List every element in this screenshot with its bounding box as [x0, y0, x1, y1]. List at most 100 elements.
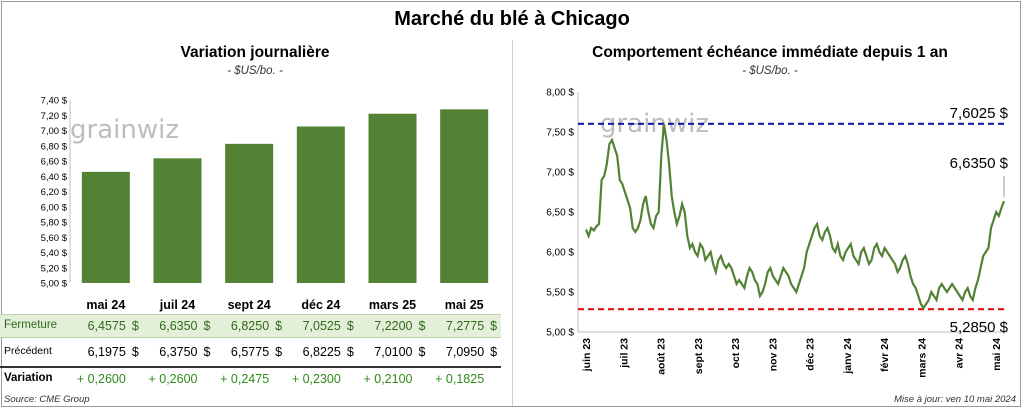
line-y-tick-label: 8,00 $	[546, 88, 574, 99]
closing-row: Fermeture 6,4575 $6,6350 $6,8250 $7,0525 $7,…	[0, 314, 501, 338]
bar-y-tick-label: 5,80 $	[41, 218, 68, 229]
line-chart: 5,00 $ 5,50 $ 6,00 $ 6,50 $ 7,00 $ 7,50 $ 8,00…	[546, 88, 1009, 378]
line-x-tick-label: déc 23	[805, 338, 817, 371]
previous-value: 6,5775	[230, 345, 270, 359]
line-y-axis: 5,00 $ 5,50 $ 6,00 $ 6,50 $ 7,00 $ 7,50 $ 8,00…	[546, 88, 1008, 339]
line-x-tick-label: août 23	[656, 338, 668, 375]
bar-x-tick-label: mai 25	[445, 298, 484, 312]
variation-row: Variation + 0,2600 + 0,2600 + 0,2475 + 0,23…	[0, 366, 501, 390]
variation-value: + 0,2600	[76, 372, 126, 386]
update-note: Mise à jour: ven 10 mai 2024	[894, 394, 1016, 405]
last-price-label: 6,6350 $	[950, 155, 1009, 172]
variation-value: + 0,2300	[291, 372, 341, 386]
bar-x-tick-label: juil 24	[159, 298, 195, 312]
bar-y-tick-label: 7,00 $	[41, 126, 68, 137]
bar-y-tick-label: 5,60 $	[41, 233, 68, 244]
bar	[440, 109, 489, 283]
line-x-tick-label: oct 23	[730, 338, 742, 369]
line-chart-title: Comportement échéance immédiate depuis 1…	[592, 44, 948, 61]
closing-value-currency: $	[490, 319, 498, 333]
closing-value: 6,4575	[87, 319, 126, 333]
closing-value: 6,6350	[159, 319, 198, 333]
bar-y-tick-label: 5,20 $	[41, 263, 68, 274]
line-y-tick-label: 6,50 $	[546, 208, 574, 219]
bar-chart-title: Variation journalière	[180, 44, 330, 61]
line-x-tick-label: avr 24	[954, 338, 966, 369]
bar-x-tick-label: sept 24	[228, 298, 271, 312]
bar	[81, 171, 130, 283]
source-note: Source: CME Group	[4, 394, 90, 405]
line-x-tick-label: juil 23	[618, 338, 630, 369]
bar-x-labels: mai 24 juil 24 sept 24 déc 24 mars 25 mai 25	[86, 298, 483, 312]
line-y-tick-label: 7,50 $	[546, 128, 574, 139]
closing-row-label: Fermeture	[4, 319, 58, 331]
high-label: 7,6025 $	[950, 105, 1009, 122]
main-title: Marché du blé à Chicago	[394, 8, 630, 30]
bar-y-axis: 5,00 $ 5,20 $ 5,40 $ 5,60 $ 5,80 $ 6,00 $ 6,20…	[41, 96, 71, 290]
bar-chart-subtitle: - $US/bo. -	[227, 65, 283, 77]
previous-value: 6,3750	[159, 345, 198, 359]
bar-x-tick-label: déc 24	[301, 298, 340, 312]
line-x-labels: juin 23 juil 23 août 23 sept 23 oct 23 nov 23…	[581, 338, 1003, 378]
variation-value: + 0,1825	[435, 372, 485, 386]
bar-chart: 5,00 $ 5,20 $ 5,40 $ 5,60 $ 5,80 $ 6,00 $ 6,20…	[41, 96, 489, 312]
line-chart-subtitle: - $US/bo. -	[742, 65, 798, 77]
bar	[368, 113, 417, 283]
reference-lines	[578, 122, 1008, 311]
closing-value-currency: $	[275, 319, 283, 333]
previous-value-currency: $	[131, 345, 139, 359]
bar-x-tick-label: mars 25	[369, 298, 416, 312]
line-x-tick-label: sept 23	[693, 338, 705, 374]
previous-value-currency: $	[346, 345, 354, 359]
variation-value: + 0,2100	[363, 372, 413, 386]
bar	[153, 158, 202, 283]
previous-value: 6,8225	[302, 345, 341, 359]
closing-value-currency: $	[418, 319, 426, 333]
bar-y-tick-label: 5,40 $	[41, 248, 68, 259]
previous-value: 7,0950	[445, 345, 485, 359]
previous-value-currency: $	[490, 345, 498, 359]
closing-value: 7,2775	[445, 319, 485, 333]
bar-y-tick-label: 6,40 $	[41, 172, 68, 183]
previous-row-label: Précédent	[4, 345, 52, 357]
previous-value: 6,1975	[87, 345, 126, 359]
bar-y-tick-label: 6,00 $	[41, 202, 68, 213]
closing-value: 7,2200	[374, 319, 413, 333]
bar-y-tick-label: 7,20 $	[41, 111, 68, 122]
variation-value: + 0,2600	[148, 372, 198, 386]
closing-value-currency: $	[346, 319, 354, 333]
variation-value: + 0,2475	[220, 372, 270, 386]
bar-watermark: grainwiz	[70, 115, 179, 145]
bar-y-tick-label: 7,40 $	[41, 96, 68, 107]
bar-y-tick-label: 6,80 $	[41, 141, 68, 152]
closing-value: 7,0525	[302, 319, 341, 333]
closing-value-currency: $	[131, 319, 139, 333]
previous-row: Précédent 6,1975 $6,3750 $6,5775 $6,8225 $7,…	[0, 341, 501, 363]
low-label: 5,2850 $	[950, 319, 1009, 336]
line-y-tick-label: 6,00 $	[546, 248, 574, 259]
panel-divider	[512, 40, 513, 406]
bar-x-tick-label: mai 24	[86, 298, 125, 312]
bar-y-tick-label: 6,60 $	[41, 157, 68, 168]
bar-y-tick-label: 5,00 $	[41, 279, 68, 290]
previous-value: 7,0100	[374, 345, 413, 359]
previous-value-currency: $	[203, 345, 211, 359]
bar-series	[81, 109, 489, 283]
line-y-tick-label: 5,00 $	[546, 328, 574, 339]
line-x-tick-label: mars 24	[916, 338, 928, 378]
line-x-tick-label: janv 24	[842, 338, 854, 375]
line-y-tick-label: 5,50 $	[546, 288, 574, 299]
line-y-tick-label: 7,00 $	[546, 168, 574, 179]
bar	[225, 143, 274, 283]
line-x-tick-label: juin 23	[581, 338, 593, 372]
closing-value: 6,8250	[230, 319, 270, 333]
line-x-tick-label: févr 24	[879, 338, 891, 372]
previous-value-currency: $	[275, 345, 283, 359]
line-x-tick-label: mai 24	[991, 338, 1003, 371]
closing-value-currency: $	[203, 319, 211, 333]
line-x-tick-label: nov 23	[767, 338, 779, 371]
previous-value-currency: $	[418, 345, 426, 359]
variation-row-label: Variation	[4, 372, 53, 384]
bar	[296, 126, 345, 283]
